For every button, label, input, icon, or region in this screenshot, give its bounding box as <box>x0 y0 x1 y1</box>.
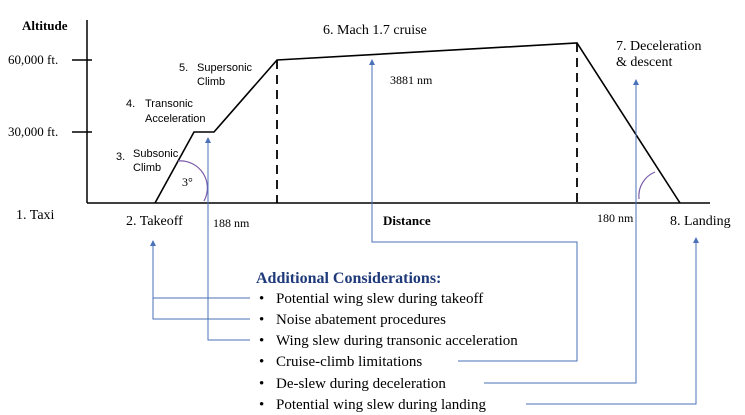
consideration-item: Potential wing slew during landing <box>276 397 486 413</box>
phase-label-supersonic-line1: Supersonic <box>197 62 253 74</box>
phase-label-transonic-line2: Acceleration <box>145 113 206 125</box>
x-axis-title: Distance <box>383 213 431 228</box>
leader-landing-slew <box>526 237 699 405</box>
consideration-bullet: • <box>259 354 264 370</box>
leader-takeoff-slew <box>150 240 250 299</box>
leader-deslew <box>484 79 639 384</box>
consideration-item: Wing slew during transonic acceleration <box>276 333 518 349</box>
leader-cruise-climb <box>369 59 578 362</box>
climb-distance-label: 188 nm <box>213 216 250 230</box>
y-tick-label-60000: 60,000 ft. <box>8 52 58 67</box>
phase-label-supersonic-line2: Climb <box>197 76 225 88</box>
phase-label-subsonic-line2: Climb <box>133 162 161 174</box>
phase-label-landing: 8. Landing <box>670 214 731 229</box>
y-tick-label-30000: 30,000 ft. <box>8 124 58 139</box>
phase-number-subsonic: 3. <box>116 151 125 163</box>
phase-label-descent-line1: 7. Deceleration <box>616 39 702 54</box>
phase-label-takeoff: 2. Takeoff <box>126 214 183 229</box>
descent-distance-label: 180 nm <box>597 211 634 225</box>
consideration-item: Potential wing slew during takeoff <box>276 291 483 307</box>
consideration-bullet: • <box>259 376 264 392</box>
phase-label-taxi: 1. Taxi <box>16 208 55 223</box>
phase-label-cruise: 6. Mach 1.7 cruise <box>323 23 427 38</box>
consideration-item: De-slew during deceleration <box>276 376 446 392</box>
descent-angle-arc <box>638 171 656 200</box>
consideration-bullet: • <box>259 291 264 307</box>
phase-label-transonic-line1: Transonic <box>145 98 193 110</box>
flight-profile-line <box>154 42 681 204</box>
cruise-distance-label: 3881 nm <box>390 73 433 87</box>
consideration-bullet: • <box>259 333 264 349</box>
phase-label-subsonic-line1: Subsonic <box>133 148 179 160</box>
consideration-bullet: • <box>259 397 264 413</box>
leader-transonic-slew <box>205 137 250 341</box>
consideration-item: Cruise-climb limitations <box>276 354 422 370</box>
y-axis-title: Altitude <box>22 18 68 33</box>
climb-angle-label: 3° <box>182 175 193 189</box>
phase-number-supersonic: 5. <box>179 62 188 74</box>
phase-number-transonic: 4. <box>126 98 135 110</box>
climb-angle-arc <box>177 160 208 202</box>
considerations-heading: Additional Considerations: <box>256 270 441 287</box>
leader-noise-abatement <box>152 298 250 320</box>
consideration-bullet: • <box>259 312 264 328</box>
consideration-item: Noise abatement procedures <box>276 312 446 328</box>
phase-label-descent-line2: & descent <box>616 55 672 70</box>
